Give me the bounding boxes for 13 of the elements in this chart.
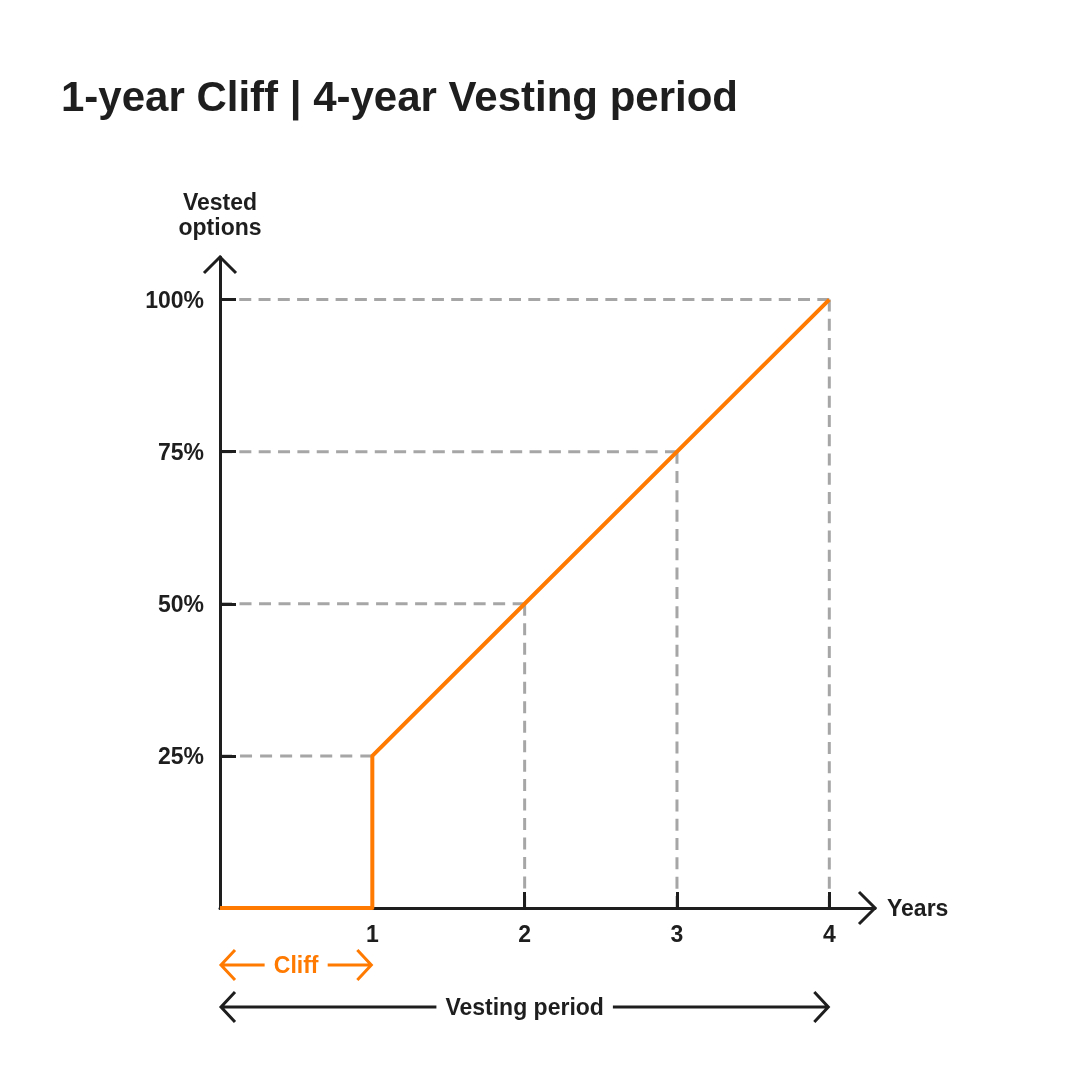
chart-title: 1-year Cliff | 4-year Vesting period [61, 72, 738, 121]
text: Cliff [273, 952, 319, 978]
y-tick-label: 100% [145, 286, 204, 313]
x-tick-label: 3 [670, 920, 684, 947]
x-tick-label: 4 [822, 920, 836, 947]
text: Vesting period [445, 994, 604, 1020]
x-axis-title: Years [887, 895, 949, 921]
x-tick-label: 1 [365, 920, 379, 947]
y-tick-label: 50% [157, 590, 204, 617]
y-axis-title: Vested options [178, 188, 262, 240]
y-tick-label: 25% [157, 742, 204, 769]
y-tick-label: 75% [157, 438, 204, 465]
x-tick-label: 2 [518, 920, 532, 947]
